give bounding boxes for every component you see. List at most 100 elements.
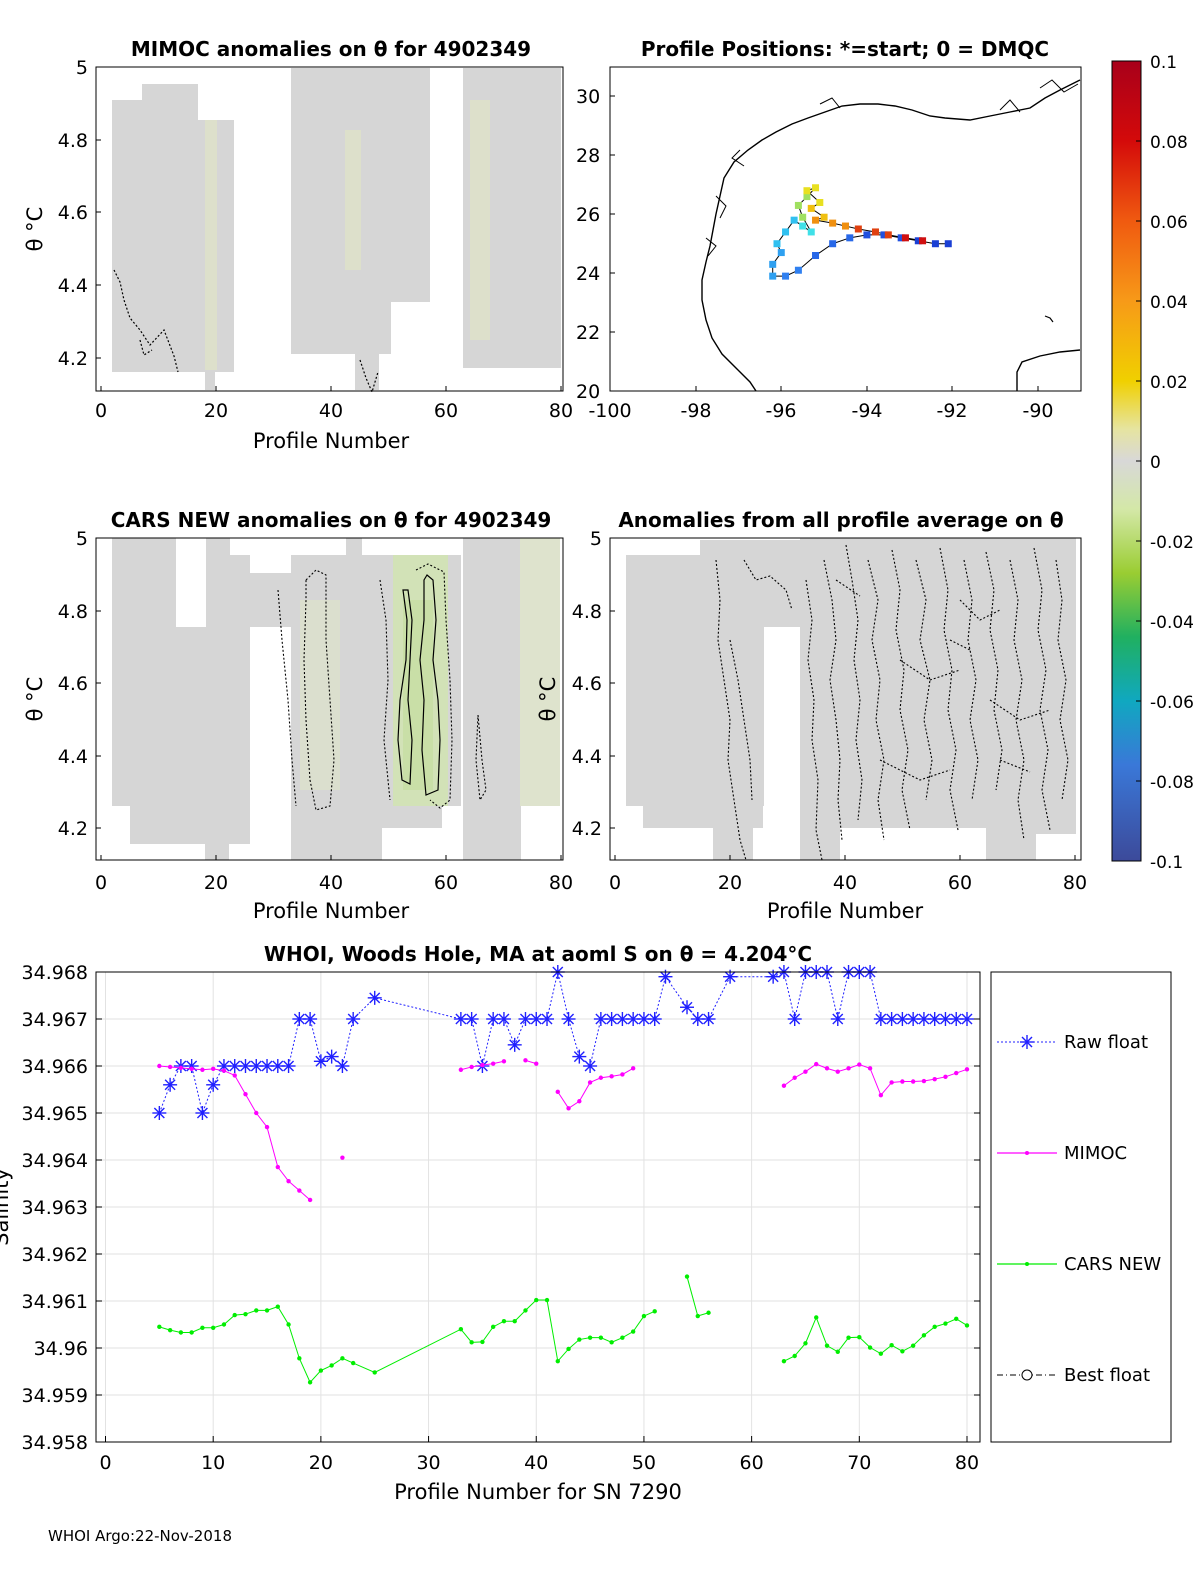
salinity-grid [96,971,980,1443]
small-island [1044,315,1054,323]
data-point [303,1012,318,1026]
average-ticks [610,537,1076,860]
data-point [577,1099,582,1104]
track-point [842,222,849,230]
panel-salinity-title: WHOI, Woods Hole, MA at aoml S on θ = 4.… [264,942,812,966]
data-point [523,1308,528,1313]
coastline [701,79,1081,392]
data-point [684,1274,690,1279]
data-point [566,1106,571,1111]
coastline-detail [705,79,1079,257]
positions-ticks [609,95,1039,391]
data-point [469,1340,474,1345]
track-point [769,272,777,280]
data-point [609,1340,614,1345]
data-point [254,1308,259,1313]
data-point [286,1322,291,1327]
data-point [243,1092,248,1097]
series-line [783,1316,968,1362]
data-point [335,1059,350,1073]
track-point [901,234,909,242]
footer-credit: WHOI Argo:22-Nov-2018 [48,1527,232,1545]
mimoc-xtick: 40 [319,400,343,422]
data-point [824,1066,830,1071]
data-point [346,1012,361,1026]
data-point [200,1325,205,1330]
positions-ytick: 20 [576,381,600,403]
mimoc-ytick: 4.6 [58,202,88,224]
data-point [792,1353,797,1359]
salinity-series [152,965,974,1385]
salinity-ytick: 34.968 [22,962,88,984]
legend-label: Best float [1064,1365,1150,1386]
track-point [794,266,802,274]
mimoc-xtick: 20 [204,400,228,422]
track-point [803,187,811,195]
track-point [816,198,824,206]
cars-xtick: 80 [549,872,573,894]
legend-box [990,971,1172,1443]
data-point [200,1067,205,1072]
data-point [512,1319,517,1324]
cars-ytick: 4.4 [58,746,88,768]
average-ylabel: θ °C [536,677,560,722]
track-point [807,228,815,236]
average-xtick: 40 [833,872,857,894]
track-point [782,272,790,280]
cars-contours-solid [397,574,441,796]
salinity-ytick: 34.961 [22,1291,88,1313]
data-point [814,1061,819,1067]
data-point [906,1012,921,1026]
data-point [313,1054,328,1069]
mimoc-ytick: 4.2 [58,348,88,370]
average-ytick: 4.4 [572,746,602,768]
colorbar-tick: 0.02 [1150,373,1188,393]
average-xtick: 0 [609,872,621,894]
data-point [867,1066,873,1071]
data-point [458,1067,464,1072]
colorbar-tick: -0.02 [1150,533,1194,553]
data-point [178,1065,184,1071]
cars-ylabel: θ °C [23,677,47,722]
data-point [329,1363,334,1368]
positions-xtick: -98 [680,400,711,422]
track-point [944,240,952,248]
track-point [884,231,892,239]
colorbar-tick: -0.08 [1150,773,1194,793]
data-point [324,1049,339,1064]
data-point [835,1349,840,1354]
track-point [854,225,862,233]
salinity-xtick: 80 [955,1452,979,1474]
data-point [824,1343,830,1348]
track-point [773,240,781,248]
salinity-xtick: 40 [524,1452,548,1474]
data-point [264,1124,270,1130]
data-point [846,1335,851,1340]
mimoc-xlabel: Profile Number [253,429,410,453]
positions-ytick: 24 [576,263,600,285]
salinity-xtick: 70 [847,1452,871,1474]
data-point [867,1345,873,1350]
data-point [884,1012,899,1026]
series-raw-float [152,965,974,1120]
data-point [307,1380,313,1385]
data-point [458,1327,464,1332]
panel-average-title: Anomalies from all profile average on θ [618,508,1063,532]
data-point [178,1330,184,1335]
track-point [794,201,802,209]
data-point [275,1164,280,1170]
salinity-ytick: 34.959 [22,1385,88,1407]
data-point [960,1012,974,1026]
data-point [889,1080,894,1085]
data-point [163,1077,178,1092]
data-point [910,1343,916,1348]
data-point [480,1339,485,1345]
data-point [318,1368,324,1373]
salinity-ytick: 34.96 [34,1338,88,1360]
data-point [232,1073,237,1078]
legend-item-raw: Raw float [997,1032,1148,1053]
cars-ytick: 4.6 [58,673,88,695]
data-point [857,1334,862,1340]
series-mimoc [157,1058,970,1203]
